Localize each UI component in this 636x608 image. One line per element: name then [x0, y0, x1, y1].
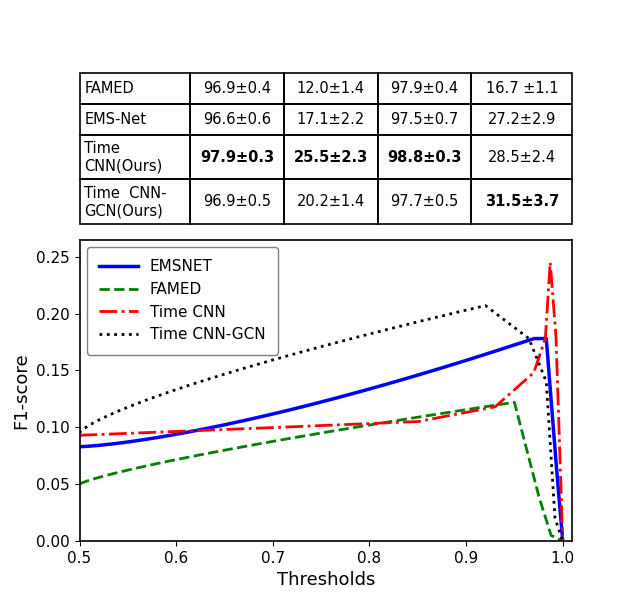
Time CNN-GCN: [298, 348, 305, 356]
Bar: [80, 179, 190, 224]
Text: 16.7 ±1.1: 16.7 ±1.1: [485, 81, 558, 96]
Text: 96.9±0.4: 96.9±0.4: [204, 81, 271, 96]
Time CNN-GCN: [76, 429, 83, 437]
EMSNET: [545, 369, 553, 376]
Text: 97.9±0.4: 97.9±0.4: [391, 81, 459, 96]
FAMED: [298, 433, 305, 440]
FAMED: [76, 480, 83, 488]
Time CNN: [100, 430, 108, 438]
EMSNET: [298, 403, 305, 410]
EMSNET: [76, 443, 83, 451]
Text: EMS-Net: EMS-Net: [85, 112, 146, 126]
Time CNN: [546, 259, 554, 266]
Text: 28.5±2.4: 28.5±2.4: [488, 150, 556, 165]
Time CNN: [545, 282, 553, 289]
Line: EMSNET: EMSNET: [80, 339, 563, 541]
Time CNN: [456, 410, 464, 417]
X-axis label: Thresholds: Thresholds: [277, 572, 375, 589]
Text: 12.0±1.4: 12.0±1.4: [297, 81, 365, 96]
FAMED: [511, 399, 518, 406]
Y-axis label: F1-score: F1-score: [13, 352, 31, 429]
Text: FAMED: FAMED: [85, 81, 134, 96]
Text: 97.9±0.3: 97.9±0.3: [200, 150, 274, 165]
Time CNN-GCN: [545, 416, 553, 423]
Line: FAMED: FAMED: [80, 402, 563, 541]
Bar: [284, 73, 378, 104]
Line: Time CNN: Time CNN: [80, 263, 563, 541]
Time CNN: [544, 286, 552, 293]
EMSNET: [559, 537, 567, 545]
FAMED: [545, 525, 553, 532]
Bar: [190, 134, 284, 179]
Time CNN-GCN: [310, 345, 318, 352]
Bar: [378, 134, 471, 179]
Legend: EMSNET, FAMED, Time CNN, Time CNN-GCN: EMSNET, FAMED, Time CNN, Time CNN-GCN: [87, 247, 278, 354]
Bar: [471, 134, 572, 179]
FAMED: [545, 524, 553, 531]
Time CNN-GCN: [545, 420, 553, 427]
Bar: [284, 134, 378, 179]
Line: Time CNN-GCN: Time CNN-GCN: [80, 306, 563, 541]
Time CNN: [559, 537, 567, 545]
EMSNET: [530, 335, 538, 342]
Text: 27.2±2.9: 27.2±2.9: [488, 112, 556, 126]
Text: 97.5±0.7: 97.5±0.7: [391, 112, 459, 126]
Bar: [80, 134, 190, 179]
Bar: [378, 73, 471, 104]
Text: 31.5±3.7: 31.5±3.7: [485, 195, 559, 209]
Bar: [471, 73, 572, 104]
Text: 25.5±2.3: 25.5±2.3: [294, 150, 368, 165]
Text: Time  CNN-
GCN(Ours): Time CNN- GCN(Ours): [85, 185, 167, 218]
Bar: [80, 104, 190, 134]
EMSNET: [456, 359, 464, 366]
Time CNN: [310, 422, 318, 429]
Text: 20.2±1.4: 20.2±1.4: [297, 195, 365, 209]
Bar: [471, 179, 572, 224]
Time CNN-GCN: [456, 308, 464, 315]
EMSNET: [100, 441, 108, 449]
EMSNET: [545, 366, 553, 373]
Text: 97.7±0.5: 97.7±0.5: [391, 195, 459, 209]
Text: Time
CNN(Ours): Time CNN(Ours): [85, 141, 163, 173]
Bar: [80, 73, 190, 104]
Time CNN-GCN: [100, 414, 108, 421]
Text: 98.8±0.3: 98.8±0.3: [387, 150, 462, 165]
Bar: [378, 104, 471, 134]
Bar: [190, 179, 284, 224]
Time CNN: [76, 432, 83, 439]
EMSNET: [310, 400, 318, 407]
Time CNN-GCN: [559, 537, 567, 545]
Text: 96.9±0.5: 96.9±0.5: [204, 195, 271, 209]
FAMED: [310, 430, 318, 438]
Time CNN: [298, 423, 305, 430]
Bar: [378, 179, 471, 224]
Bar: [190, 73, 284, 104]
FAMED: [456, 407, 464, 414]
Bar: [284, 179, 378, 224]
FAMED: [559, 537, 567, 545]
Text: 17.1±2.2: 17.1±2.2: [297, 112, 365, 126]
Bar: [471, 104, 572, 134]
Text: 96.6±0.6: 96.6±0.6: [204, 112, 271, 126]
Time CNN-GCN: [481, 302, 489, 309]
Bar: [284, 104, 378, 134]
FAMED: [100, 472, 108, 480]
Bar: [190, 104, 284, 134]
